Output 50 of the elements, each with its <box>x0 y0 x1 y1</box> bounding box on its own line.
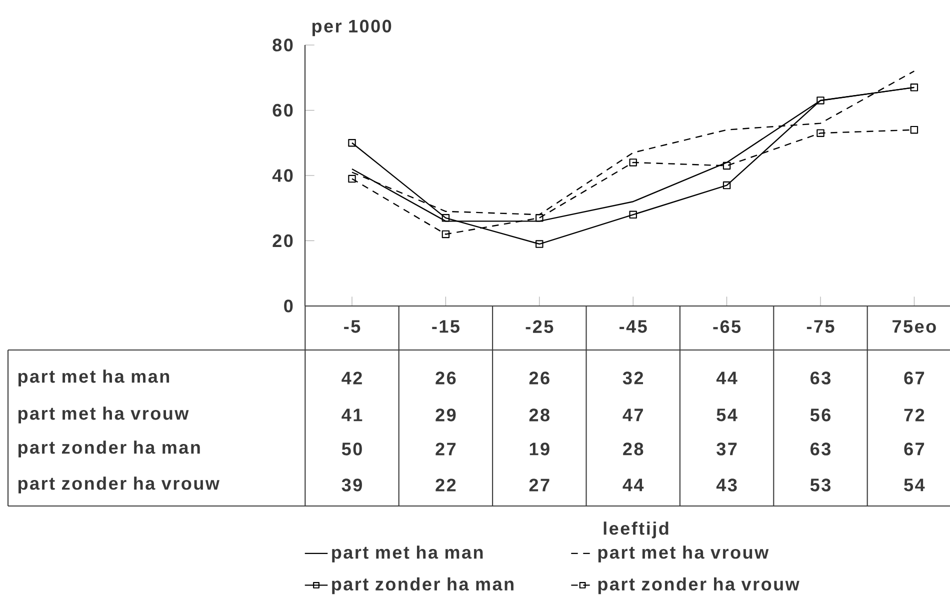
text: part zonder ha vrouw <box>18 476 220 494</box>
data-label: 63 <box>810 442 830 456</box>
data-label: 41 <box>342 408 362 422</box>
data-label: 72 <box>904 408 924 422</box>
data-label: 67 <box>904 442 924 456</box>
data-label: 28 <box>623 442 644 456</box>
legend-label: part zonder ha vrouw <box>598 577 800 594</box>
x-tick-label: -15 <box>432 320 460 333</box>
y-tick-label: 40 <box>272 169 293 182</box>
data-label: 29 <box>436 408 456 422</box>
data-label: 50 <box>342 442 362 456</box>
data-label: 37 <box>716 442 737 456</box>
x-tick-label: -65 <box>713 320 741 333</box>
legend-label: part met ha vrouw <box>598 546 769 562</box>
data-label: 63 <box>810 372 830 384</box>
data-label: 43 <box>716 478 737 492</box>
data-label: 27 <box>436 442 456 456</box>
data-label: 39 <box>342 478 362 492</box>
y-tick-label: 0 <box>284 300 293 312</box>
data-label: 44 <box>622 478 644 492</box>
data-label: 47 <box>622 408 643 422</box>
data-label: 67 <box>904 372 924 384</box>
data-label: 19 <box>530 442 550 456</box>
data-label: 54 <box>904 478 925 492</box>
data-label: 44 <box>716 372 738 384</box>
data-label: 26 <box>436 372 456 384</box>
data-label: 22 <box>436 478 456 492</box>
text: part zonder ha man <box>18 440 200 458</box>
x-tick-label: -75 <box>806 320 834 333</box>
y-axis-title: per 1000 <box>312 20 392 36</box>
data-label: 32 <box>622 372 644 384</box>
data-label: 54 <box>716 408 738 422</box>
legend-label: part met ha man <box>332 546 483 562</box>
x-tick-label: -5 <box>344 320 360 333</box>
data-label: 53 <box>810 478 830 492</box>
y-tick-label: 60 <box>272 104 293 117</box>
y-tick-label: 80 <box>272 38 293 52</box>
data-label: 26 <box>529 372 550 384</box>
y-tick-label: 20 <box>272 234 293 248</box>
data-label: 42 <box>342 372 362 384</box>
x-tick-label: -25 <box>526 320 554 333</box>
text: leeftijd <box>604 522 668 538</box>
legend-label: part zonder ha man <box>332 577 514 594</box>
text: part met ha man <box>18 370 170 386</box>
x-tick-label: 75eo <box>892 320 936 333</box>
text: part met ha vrouw <box>18 406 189 424</box>
data-label: 27 <box>529 478 550 492</box>
data-label: 56 <box>810 408 830 422</box>
x-tick-label: -45 <box>620 320 647 333</box>
data-label: 28 <box>529 408 550 422</box>
